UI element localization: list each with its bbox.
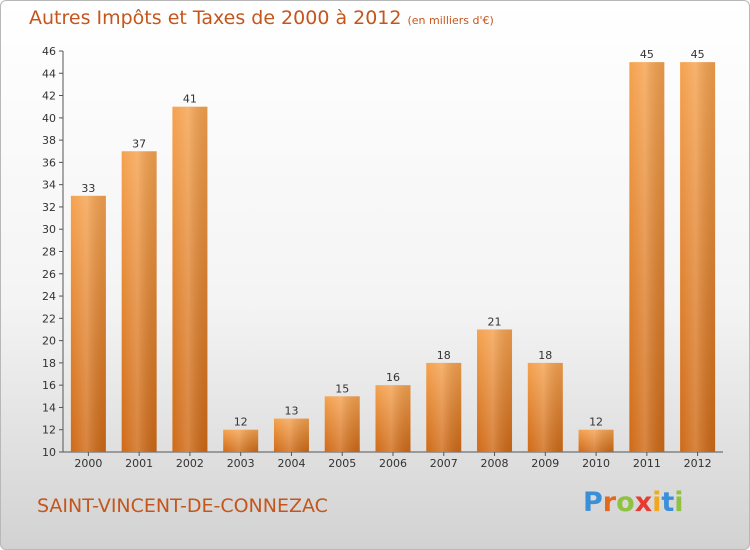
bar-shine [680, 62, 716, 453]
commune-name: SAINT-VINCENT-DE-CONNEZAC [37, 495, 328, 517]
y-tick-label: 38 [42, 134, 56, 147]
y-tick-label: 26 [42, 268, 56, 281]
y-tick-label: 18 [42, 357, 56, 370]
bar-shine [273, 418, 309, 452]
chart-title: Autres Impôts et Taxes de 2000 à 2012 [29, 7, 402, 29]
bar-value-label: 12 [234, 416, 248, 429]
y-tick-label: 12 [42, 424, 56, 437]
y-tick-label: 32 [42, 201, 56, 214]
bar-shine [629, 62, 665, 453]
bar-value-label: 12 [589, 416, 603, 429]
bar-value-label: 41 [183, 93, 197, 106]
bar-shine [172, 106, 208, 452]
logo-letter: r [602, 487, 617, 518]
bar-value-label: 33 [81, 182, 95, 195]
x-tick-label: 2010 [582, 457, 610, 470]
proxiti-logo: Proxiti [583, 487, 684, 518]
bar-value-label: 18 [538, 349, 552, 362]
bar-shine [527, 362, 563, 452]
y-tick-label: 10 [42, 446, 56, 459]
y-tick-label: 46 [42, 45, 56, 58]
bar-shine [375, 385, 411, 452]
y-tick-label: 40 [42, 112, 56, 125]
y-tick-label: 14 [42, 401, 56, 414]
bar-value-label: 45 [640, 48, 654, 61]
bar-shine [223, 429, 259, 452]
bar-shine [426, 362, 462, 452]
bar-shine [578, 429, 614, 452]
bar-value-label: 15 [335, 382, 349, 395]
bar-value-label: 18 [437, 349, 451, 362]
logo-letter: i [674, 487, 684, 518]
bar-value-label: 13 [284, 405, 298, 418]
y-tick-label: 34 [42, 179, 56, 192]
y-tick-label: 20 [42, 335, 56, 348]
x-tick-label: 2000 [74, 457, 102, 470]
x-tick-label: 2004 [277, 457, 305, 470]
x-tick-label: 2005 [328, 457, 356, 470]
y-tick-label: 44 [42, 67, 56, 80]
chart-subtitle: (en milliers d'€) [407, 14, 494, 27]
bar-value-label: 16 [386, 371, 400, 384]
x-tick-label: 2008 [481, 457, 509, 470]
chart-title-row: Autres Impôts et Taxes de 2000 à 2012 (en… [29, 7, 494, 29]
logo-letter: t [661, 487, 675, 518]
x-tick-label: 2009 [531, 457, 559, 470]
x-tick-label: 2007 [430, 457, 458, 470]
y-tick-label: 30 [42, 223, 56, 236]
x-tick-label: 2012 [684, 457, 712, 470]
bar-shine [477, 329, 513, 452]
x-tick-label: 2003 [227, 457, 255, 470]
x-tick-label: 2011 [633, 457, 661, 470]
y-tick-label: 24 [42, 290, 56, 303]
bar-value-label: 21 [488, 315, 502, 328]
bar-shine [70, 195, 106, 453]
bar-shine [121, 151, 157, 452]
x-tick-label: 2001 [125, 457, 153, 470]
y-tick-label: 16 [42, 379, 56, 392]
y-tick-label: 28 [42, 246, 56, 259]
y-tick-label: 36 [42, 156, 56, 169]
y-tick-label: 22 [42, 312, 56, 325]
logo-letter: i [652, 487, 662, 518]
x-tick-label: 2006 [379, 457, 407, 470]
bar-value-label: 37 [132, 137, 146, 150]
logo-letter: o [616, 487, 635, 518]
bar-shine [324, 396, 360, 452]
logo-letter: P [583, 487, 603, 518]
x-tick-label: 2002 [176, 457, 204, 470]
bar-value-label: 45 [691, 48, 705, 61]
y-tick-label: 42 [42, 90, 56, 103]
logo-letter: x [634, 487, 653, 518]
